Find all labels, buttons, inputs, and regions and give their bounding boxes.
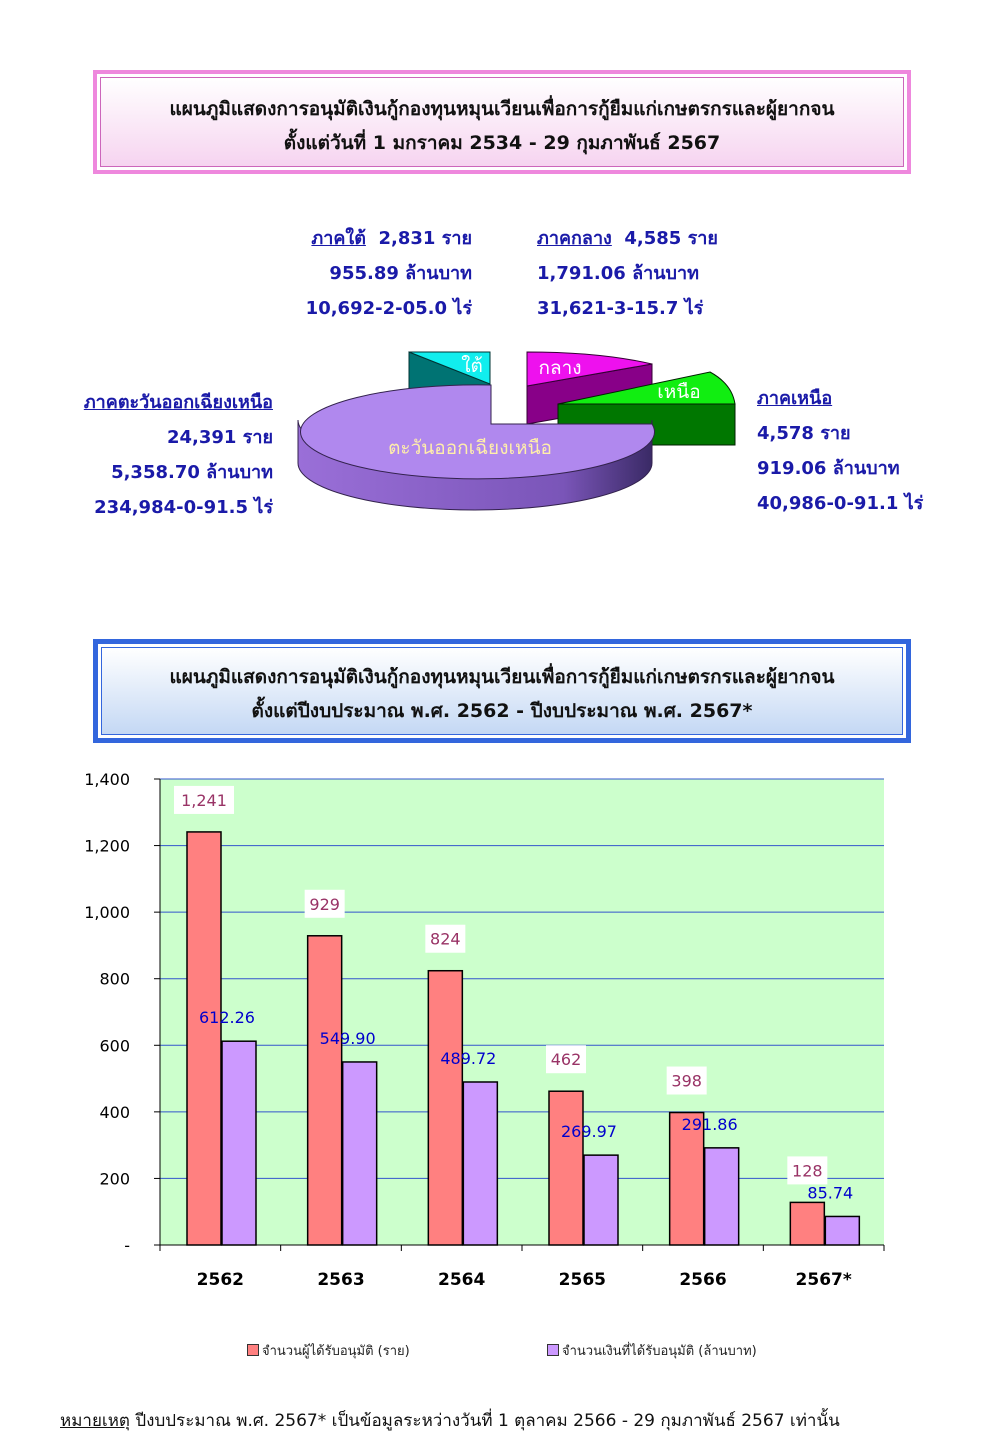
legend-swatch-count (247, 1344, 259, 1356)
data-label-amount: 85.74 (807, 1183, 853, 1202)
x-tick-label: 2566 (679, 1270, 726, 1290)
bar-count (186, 831, 222, 1246)
slice-label-north: เหนือ (657, 381, 700, 403)
north-name: ภาคเหนือ (757, 388, 833, 409)
bar-amount (221, 1040, 257, 1246)
footnote: หมายเหตุ ปีงบประมาณ พ.ศ. 2567* เป็นข้อมู… (60, 1407, 840, 1434)
footnote-text: ปีงบประมาณ พ.ศ. 2567* เป็นข้อมูลระหว่างว… (129, 1411, 840, 1431)
x-tick-label: 2564 (438, 1270, 485, 1290)
y-tick-label: 1,200 (84, 837, 130, 856)
south-count: 2,831 ราย (378, 228, 472, 249)
bar-amount (583, 1154, 619, 1246)
bar-amount (341, 1061, 378, 1246)
x-tick-label: 2565 (559, 1270, 606, 1290)
y-tick-label: 400 (99, 1103, 130, 1122)
data-label-count: 1,241 (181, 791, 227, 810)
y-tick-label: 200 (99, 1169, 130, 1188)
south-amount: 955.89 ล้านบาท (329, 263, 472, 284)
data-label-count: 462 (551, 1050, 582, 1069)
legend-label-amount: จำนวนเงินที่ได้รับอนุมัติ (ล้านบาท) (562, 1344, 757, 1359)
data-label-amount: 612.26 (199, 1008, 255, 1027)
plot-area (160, 779, 884, 1245)
data-label-count: 398 (671, 1072, 702, 1091)
bar-amount (462, 1081, 499, 1246)
data-label-count: 128 (792, 1161, 823, 1180)
central-area: 31,621-3-15.7 ไร่ (537, 298, 704, 319)
south-area: 10,692-2-05.0 ไร่ (305, 298, 472, 319)
north-count: 4,578 ราย (757, 423, 851, 444)
data-label-bg (304, 889, 345, 918)
pie-title-box: แผนภูมิแสดงการอนุมัติเงินกู้กองทุนหมุนเว… (93, 70, 911, 174)
y-tick-label: 1,000 (84, 903, 130, 922)
data-label-amount: 269.97 (561, 1122, 617, 1141)
data-label-count: 929 (309, 895, 340, 914)
data-label-amount: 291.86 (682, 1115, 738, 1134)
legend-label-count: จำนวนผู้ได้รับอนุมัติ (ราย) (262, 1344, 410, 1359)
pie-title-line2: ตั้งแต่วันที่ 1 มกราคม 2534 - 29 กุมภาพั… (283, 132, 721, 154)
south-label-block: ภาคใต้ 2,831 ราย 955.89 ล้านบาท 10,692-2… (250, 228, 472, 320)
bar-count (548, 1090, 584, 1246)
north-amount: 919.06 ล้านบาท (757, 458, 900, 479)
north-area: 40,986-0-91.1 ไร่ (757, 493, 924, 514)
northeast-amount: 5,358.70 ล้านบาท (111, 462, 273, 483)
south-name: ภาคใต้ (311, 228, 366, 249)
central-name: ภาคกลาง (537, 228, 612, 249)
y-tick-label: - (124, 1236, 130, 1255)
central-count: 4,585 ราย (624, 228, 718, 249)
bar-amount (824, 1215, 861, 1246)
slice-label-south: ใต้ (461, 355, 483, 377)
northeast-count: 24,391 ราย (166, 427, 273, 448)
legend-item-amount: จำนวนเงินที่ได้รับอนุมัติ (ล้านบาท) (547, 1340, 757, 1361)
northeast-name: ภาคตะวันออกเฉียงเหนือ (83, 392, 273, 413)
pie-title-line1: แผนภูมิแสดงการอนุมัติเงินกู้กองทุนหมุนเว… (169, 98, 835, 120)
bar-count (427, 969, 464, 1246)
bar-count (306, 935, 343, 1246)
northeast-label-block: ภาคตะวันออกเฉียงเหนือ 24,391 ราย 5,358.7… (40, 392, 273, 519)
x-tick-label: 2567* (796, 1270, 852, 1290)
y-tick-label: 600 (99, 1036, 130, 1055)
north-label-block: ภาคเหนือ 4,578 ราย 919.06 ล้านบาท 40,986… (757, 388, 923, 515)
data-label-bg (425, 924, 466, 953)
bar-amount (703, 1147, 740, 1246)
y-tick-label: 1,400 (84, 770, 130, 789)
slice-label-central: กลาง (538, 357, 581, 379)
central-label-block: ภาคกลาง 4,585 ราย 1,791.06 ล้านบาท 31,62… (537, 228, 718, 320)
northeast-area: 234,984-0-91.5 ไร่ (94, 497, 273, 518)
regional-pie-chart: ใต้ กลาง เหนือ ตะวันออกเฉียงเหนือ (297, 351, 736, 511)
pie-slice-northeast (297, 384, 655, 511)
data-label-bg (546, 1045, 586, 1074)
x-tick-label: 2562 (197, 1270, 244, 1290)
bar-title-line1: แผนภูมิแสดงการอนุมัติเงินกู้กองทุนหมุนเว… (169, 666, 835, 688)
legend-item-count: จำนวนผู้ได้รับอนุมัติ (ราย) (247, 1340, 410, 1361)
x-tick-label: 2563 (317, 1270, 364, 1290)
y-tick-label: 800 (99, 970, 130, 989)
bar-title-line2: ตั้งแต่ปีงบประมาณ พ.ศ. 2562 - ปีงบประมาณ… (251, 700, 753, 722)
bar-count (668, 1111, 705, 1246)
data-label-bg (787, 1156, 828, 1185)
data-label-amount: 489.72 (440, 1049, 496, 1068)
data-label-count: 824 (430, 930, 461, 949)
slice-label-northeast: ตะวันออกเฉียงเหนือ (388, 437, 552, 459)
footnote-label: หมายเหตุ (60, 1411, 130, 1431)
data-label-bg (174, 785, 234, 814)
legend-swatch-amount (547, 1344, 559, 1356)
bar-title-box: แผนภูมิแสดงการอนุมัติเงินกู้กองทุนหมุนเว… (93, 639, 911, 743)
data-label-amount: 549.90 (320, 1029, 376, 1048)
central-amount: 1,791.06 ล้านบาท (537, 263, 699, 284)
bar-count (789, 1201, 826, 1246)
data-label-bg (666, 1066, 707, 1095)
